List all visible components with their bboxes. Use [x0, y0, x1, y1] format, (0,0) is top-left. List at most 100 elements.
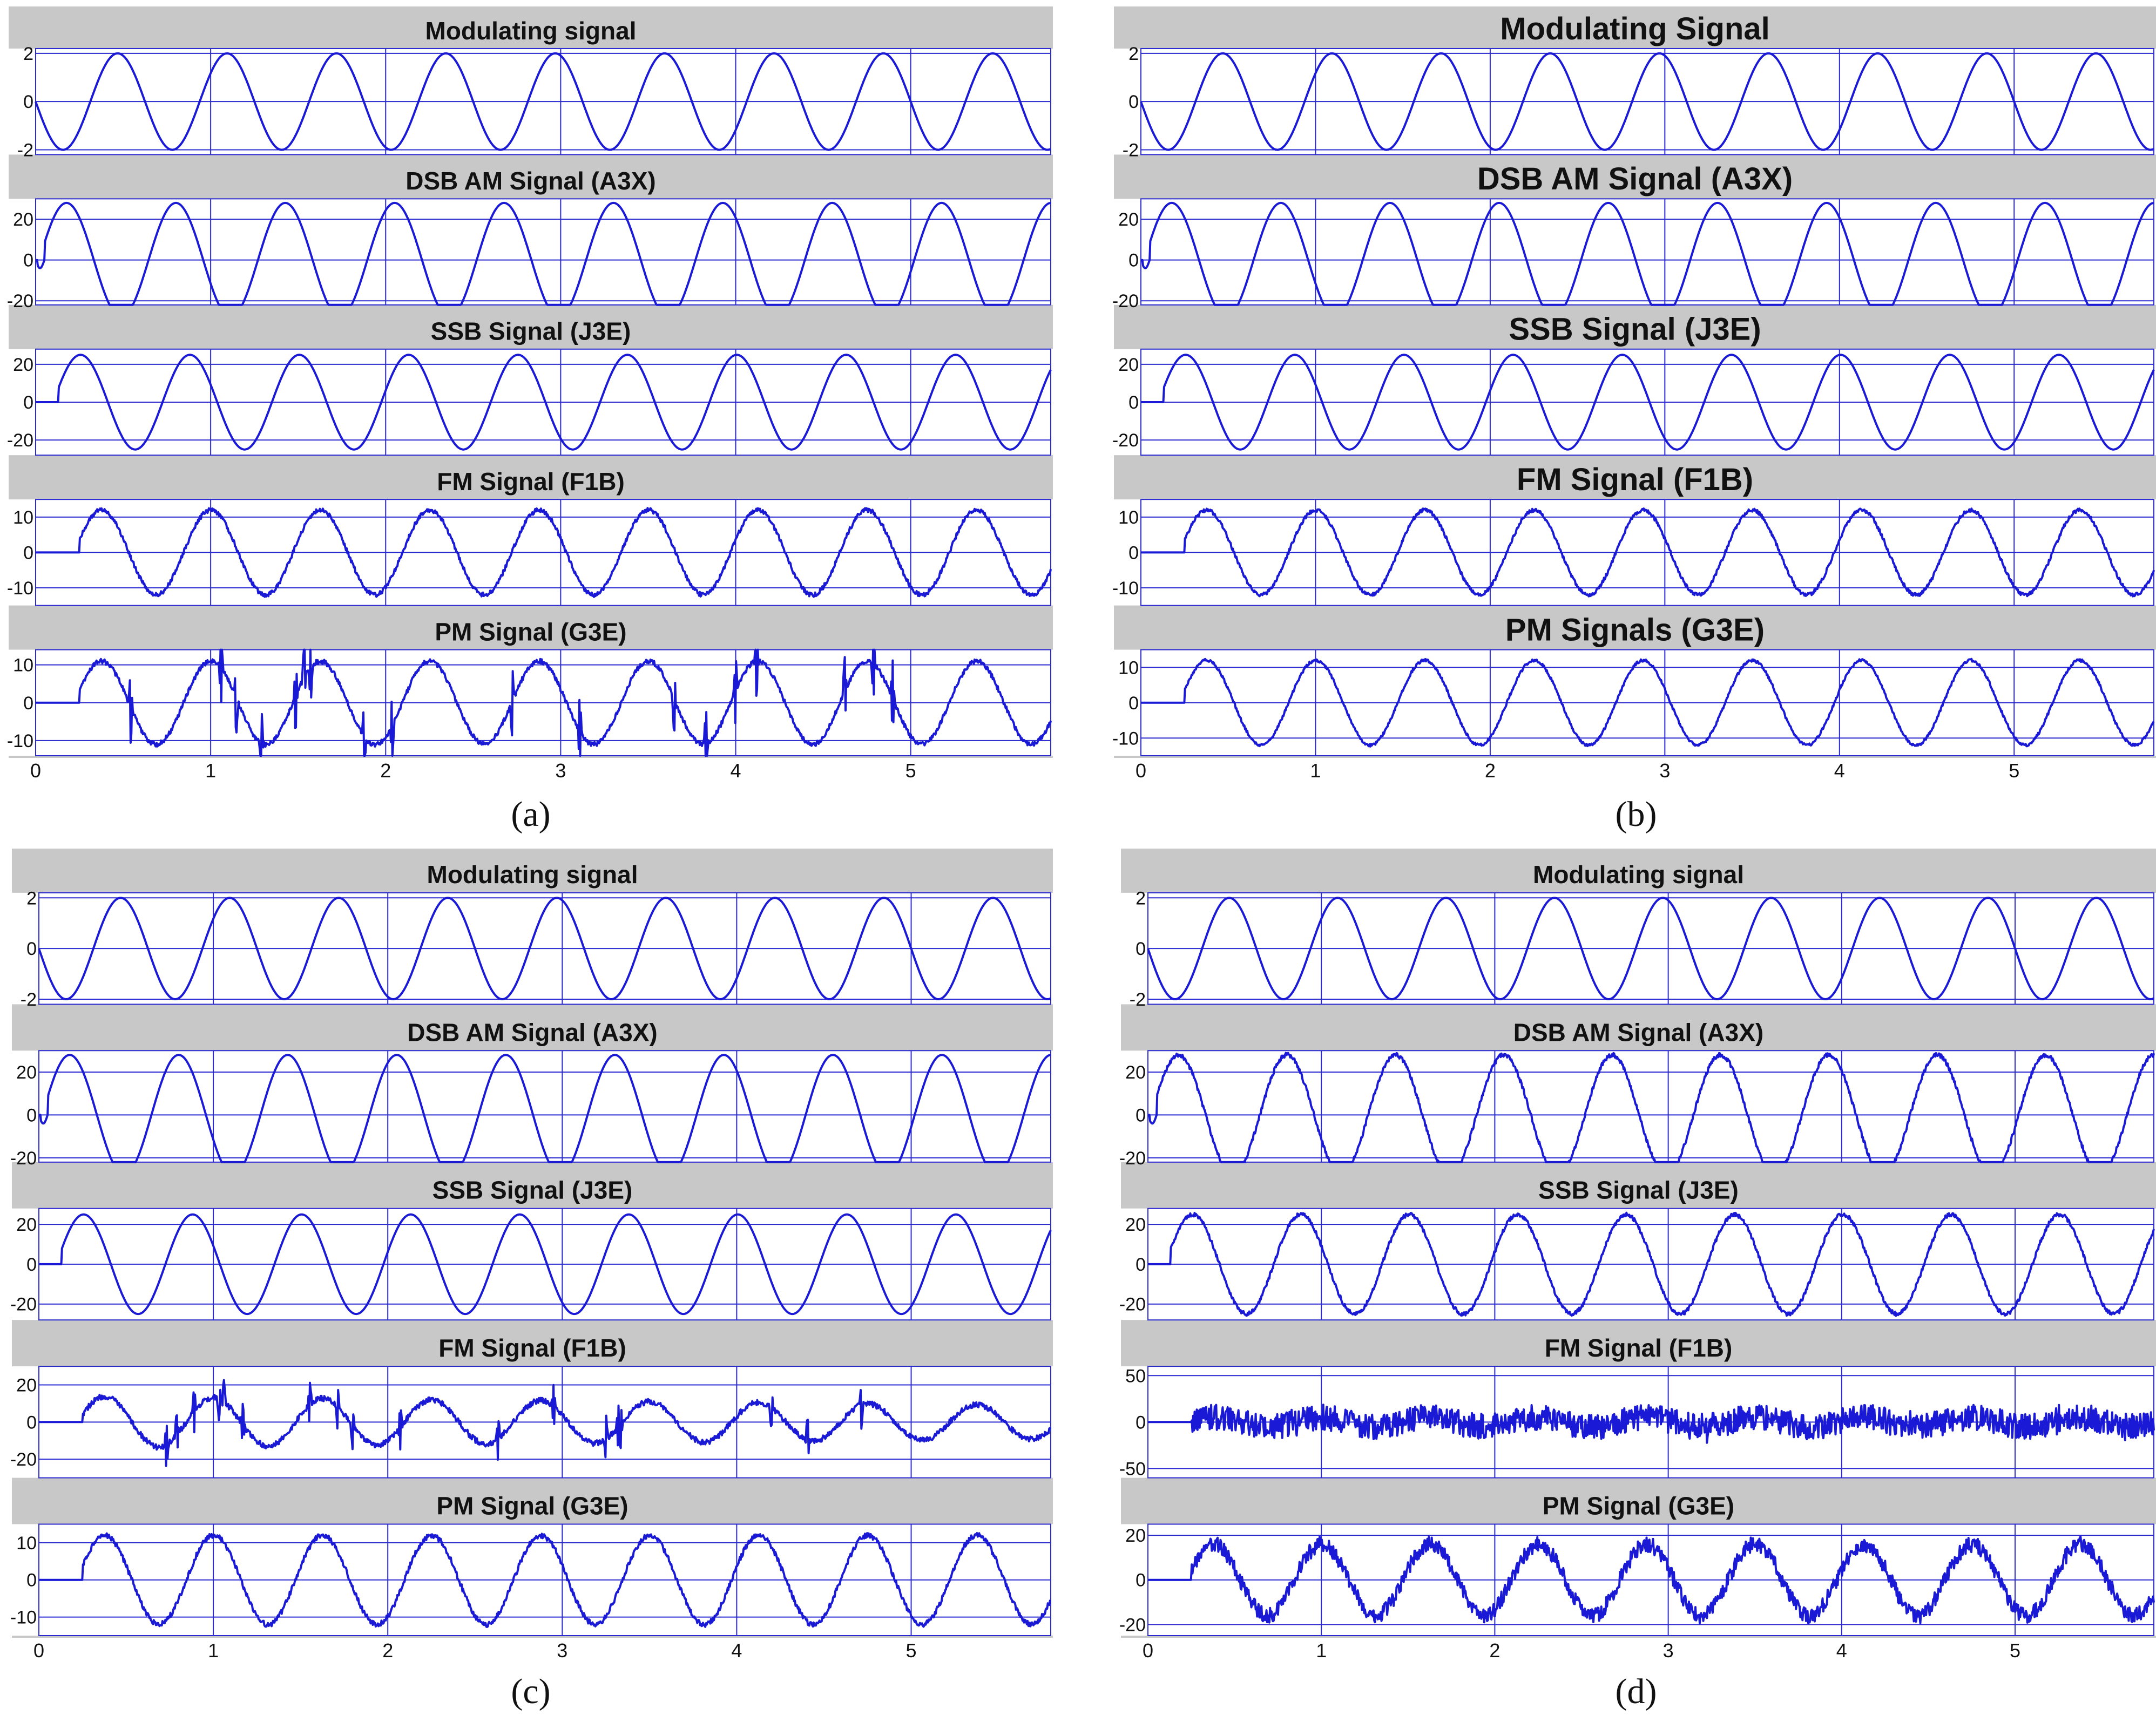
- y-tick-label: 0: [1136, 1255, 1146, 1275]
- subplot-4: FM Signal (F1B) 10 0 -10: [1112, 462, 2156, 606]
- x-tick-label: 4: [1834, 760, 1845, 782]
- x-tick-label: 2: [1485, 760, 1496, 782]
- subplot-title: FM Signal (F1B): [1517, 462, 1753, 497]
- y-tick-label: 20: [16, 1062, 37, 1083]
- y-tick-label: -20: [10, 1294, 37, 1315]
- y-tick-label: -20: [1119, 1148, 1146, 1169]
- subplot-title: SSB Signal (J3E): [1509, 312, 1761, 347]
- signal-trace: [35, 507, 1052, 598]
- x-axis-strip: [1121, 1638, 2156, 1663]
- y-tick-label: -20: [1112, 430, 1139, 451]
- y-tick-label: 0: [1128, 92, 1139, 112]
- y-tick-label: -20: [10, 1449, 37, 1470]
- y-tick-label: 0: [1128, 693, 1139, 714]
- subplot-1: Modulating signal 2 0 -2: [1121, 860, 2156, 1010]
- subplot-5: PM Signals (G3E) 10 0 -10: [1112, 612, 2156, 756]
- subplot-4: FM Signal (F1B) 50 0 -50: [1119, 1334, 2156, 1479]
- subplot-title: FM Signal (F1B): [437, 467, 625, 496]
- y-tick-label: 2: [1128, 44, 1139, 64]
- subplot-5: PM Signal (G3E) 10 0 -10: [7, 618, 1053, 757]
- signal-trace: [1147, 1404, 2155, 1444]
- y-tick-label: 20: [1118, 355, 1139, 375]
- x-tick-label: 4: [731, 1639, 742, 1662]
- y-tick-label: -2: [21, 989, 37, 1010]
- x-tick-label: 0: [30, 760, 41, 782]
- y-tick-label: 20: [16, 1215, 37, 1235]
- y-tick-label: 0: [23, 693, 33, 714]
- x-tick-label: 1: [208, 1639, 219, 1662]
- y-tick-label: -10: [7, 578, 33, 599]
- subplot-title: Modulating signal: [425, 17, 637, 45]
- subplot-3: SSB Signal (J3E) 20 0 -20: [1119, 1176, 2156, 1321]
- subplot-title: SSB Signal (J3E): [431, 317, 631, 345]
- y-tick-label: 0: [23, 392, 33, 413]
- y-tick-label: 2: [1136, 888, 1146, 909]
- panel-label: (c): [511, 1672, 550, 1711]
- subplot-title: PM Signal (G3E): [1543, 1492, 1734, 1520]
- plot-frame: [1140, 198, 2154, 306]
- x-tick-label: 1: [1310, 760, 1321, 782]
- y-tick-label: 20: [1118, 209, 1139, 230]
- x-axis-strip: [9, 758, 1053, 783]
- signal-trace: [38, 897, 1051, 1000]
- subplot-4: FM Signal (F1B) 20 0 -20: [10, 1334, 1053, 1479]
- signal-trace: [1147, 1535, 2155, 1624]
- subplot-5: PM Signal (G3E) 20 0 -20: [1119, 1492, 2156, 1636]
- subplot-5: PM Signal (G3E) 10 0 -10: [10, 1492, 1053, 1636]
- y-tick-label: 10: [16, 1533, 37, 1554]
- signal-trace: [1147, 1211, 2155, 1317]
- signal-trace: [1140, 657, 2155, 748]
- y-tick-label: -20: [1112, 291, 1139, 311]
- subplot-4: FM Signal (F1B) 10 0 -10: [7, 467, 1053, 606]
- subplot-2: DSB AM Signal (A3X) 20 0 -20: [1112, 161, 2156, 311]
- y-tick-label: -20: [1119, 1294, 1146, 1315]
- subplot-title: PM Signal (G3E): [435, 618, 626, 646]
- y-tick-label: -10: [1112, 578, 1139, 599]
- y-tick-label: -2: [1123, 140, 1139, 160]
- signal-trace: [35, 201, 1051, 306]
- y-tick-label: -20: [10, 1148, 37, 1169]
- y-tick-label: 10: [1118, 507, 1139, 528]
- y-tick-label: 0: [23, 250, 33, 271]
- y-tick-label: 0: [1136, 1570, 1146, 1591]
- y-tick-label: 0: [26, 1255, 37, 1275]
- y-tick-label: 0: [23, 543, 33, 563]
- y-tick-label: -50: [1119, 1459, 1146, 1479]
- y-tick-label: 0: [26, 1570, 37, 1591]
- y-tick-label: 0: [1128, 250, 1139, 271]
- y-tick-label: 20: [1125, 1062, 1146, 1083]
- subplot-title: FM Signal (F1B): [1545, 1334, 1733, 1362]
- y-tick-label: 0: [23, 92, 33, 112]
- y-tick-label: 10: [1118, 657, 1139, 678]
- y-tick-label: -10: [10, 1608, 37, 1628]
- plot-area: [9, 199, 1053, 305]
- y-tick-label: 50: [1125, 1366, 1146, 1386]
- signal-trace: [38, 1054, 1051, 1163]
- plot-frame: [38, 1050, 1051, 1163]
- signal-trace: [1140, 201, 2154, 306]
- subplot-1: Modulating Signal 2 0 -2: [1114, 11, 2156, 160]
- y-tick-label: 10: [13, 655, 33, 676]
- y-tick-label: -20: [1119, 1615, 1146, 1635]
- subplot-2: DSB AM Signal (A3X) 20 0 -20: [1119, 1018, 2156, 1169]
- y-tick-label: 0: [26, 1105, 37, 1126]
- subplot-1: Modulating signal 2 0 -2: [12, 860, 1053, 1010]
- subplot-title: Modulating signal: [1533, 860, 1744, 889]
- subplot-title: DSB AM Signal (A3X): [1477, 161, 1793, 196]
- x-tick-label: 3: [555, 760, 566, 782]
- subplot-2: DSB AM Signal (A3X) 20 0 -20: [7, 167, 1053, 311]
- subplot-title: SSB Signal (J3E): [1538, 1176, 1739, 1204]
- x-axis-strip: [12, 1638, 1053, 1663]
- x-tick-label: 0: [1143, 1639, 1153, 1662]
- subplot-title: DSB AM Signal (A3X): [1513, 1018, 1763, 1046]
- plot-frame: [35, 198, 1051, 306]
- y-tick-label: -2: [1130, 989, 1146, 1010]
- x-tick-label: 3: [557, 1639, 567, 1662]
- panel-label: (b): [1616, 795, 1657, 834]
- y-tick-label: 0: [26, 1412, 37, 1433]
- y-tick-label: 0: [1128, 392, 1139, 413]
